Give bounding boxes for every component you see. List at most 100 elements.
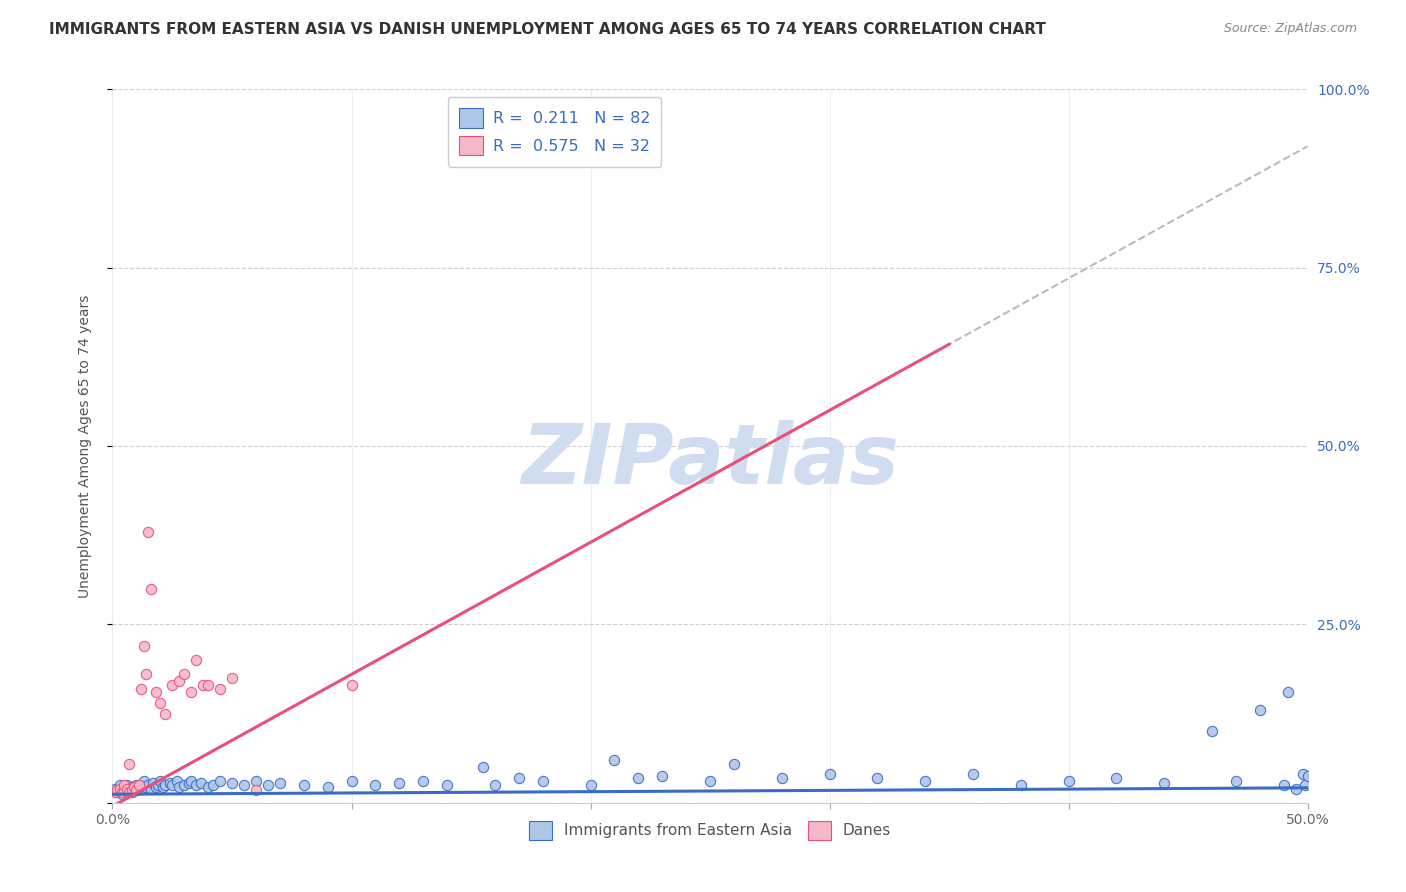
Text: IMMIGRANTS FROM EASTERN ASIA VS DANISH UNEMPLOYMENT AMONG AGES 65 TO 74 YEARS CO: IMMIGRANTS FROM EASTERN ASIA VS DANISH U… — [49, 22, 1046, 37]
Point — [340, 678, 363, 692]
Point — [627, 771, 650, 785]
Point — [125, 783, 148, 797]
Point — [197, 678, 219, 692]
Point — [364, 778, 387, 792]
Point — [388, 776, 411, 790]
Point — [209, 681, 232, 696]
Point — [125, 783, 148, 797]
Point — [115, 781, 138, 796]
Point — [132, 774, 155, 789]
Point — [1292, 767, 1315, 781]
Point — [1201, 724, 1223, 739]
Point — [531, 774, 554, 789]
Point — [177, 776, 200, 790]
Point — [269, 776, 291, 790]
Point — [114, 778, 135, 792]
Point — [508, 771, 530, 785]
Point — [152, 780, 174, 794]
Point — [412, 774, 434, 789]
Point — [173, 667, 195, 681]
Point — [1105, 771, 1128, 785]
Point — [162, 778, 183, 792]
Point — [221, 776, 243, 790]
Point — [723, 756, 745, 771]
Point — [914, 774, 936, 789]
Point — [128, 780, 150, 794]
Point — [114, 780, 135, 794]
Point — [138, 778, 160, 792]
Point — [146, 778, 169, 792]
Point — [105, 785, 128, 799]
Point — [118, 783, 141, 797]
Point — [233, 778, 256, 792]
Point — [139, 781, 162, 796]
Point — [1010, 778, 1032, 792]
Point — [201, 778, 224, 792]
Point — [129, 778, 152, 792]
Point — [866, 771, 889, 785]
Point — [169, 780, 191, 794]
Point — [1057, 774, 1080, 789]
Point — [292, 778, 315, 792]
Point — [132, 639, 155, 653]
Point — [128, 778, 150, 792]
Point — [108, 781, 131, 796]
Point — [142, 776, 165, 790]
Point — [603, 753, 626, 767]
Point — [1249, 703, 1271, 717]
Point — [118, 781, 141, 796]
Point — [118, 785, 141, 799]
Text: ZIPatlas: ZIPatlas — [522, 420, 898, 500]
Point — [173, 778, 195, 792]
Point — [129, 681, 152, 696]
Point — [1272, 778, 1295, 792]
Point — [111, 781, 134, 796]
Point — [135, 667, 157, 681]
Point — [1294, 778, 1316, 792]
Point — [166, 774, 188, 789]
Point — [1225, 774, 1247, 789]
Point — [139, 582, 162, 596]
Point — [770, 771, 793, 785]
Point — [472, 760, 495, 774]
Point — [159, 776, 181, 790]
Point — [115, 785, 138, 799]
Text: Source: ZipAtlas.com: Source: ZipAtlas.com — [1223, 22, 1357, 36]
Point — [114, 783, 135, 797]
Point — [193, 678, 215, 692]
Point — [316, 780, 339, 794]
Point — [180, 685, 202, 699]
Point — [186, 653, 208, 667]
Point — [186, 778, 208, 792]
Point — [162, 678, 183, 692]
Point — [245, 783, 267, 797]
Point — [190, 776, 212, 790]
Point — [579, 778, 602, 792]
Point — [105, 783, 128, 797]
Point — [340, 774, 363, 789]
Point — [1153, 776, 1175, 790]
Point — [111, 785, 134, 799]
Point — [651, 769, 673, 783]
Point — [153, 778, 176, 792]
Point — [118, 756, 141, 771]
Point — [135, 780, 157, 794]
Point — [484, 778, 506, 792]
Point — [209, 774, 232, 789]
Point — [1296, 769, 1319, 783]
Point — [115, 778, 138, 792]
Point — [145, 780, 167, 794]
Point — [125, 778, 148, 792]
Point — [108, 778, 131, 792]
Point — [149, 774, 172, 789]
Point — [169, 674, 191, 689]
Point — [121, 780, 143, 794]
Point — [197, 780, 219, 794]
Point — [180, 774, 202, 789]
Point — [153, 706, 176, 721]
Point — [1285, 781, 1308, 796]
Point — [145, 685, 167, 699]
Point — [111, 787, 134, 801]
Point — [257, 778, 280, 792]
Point — [1277, 685, 1299, 699]
